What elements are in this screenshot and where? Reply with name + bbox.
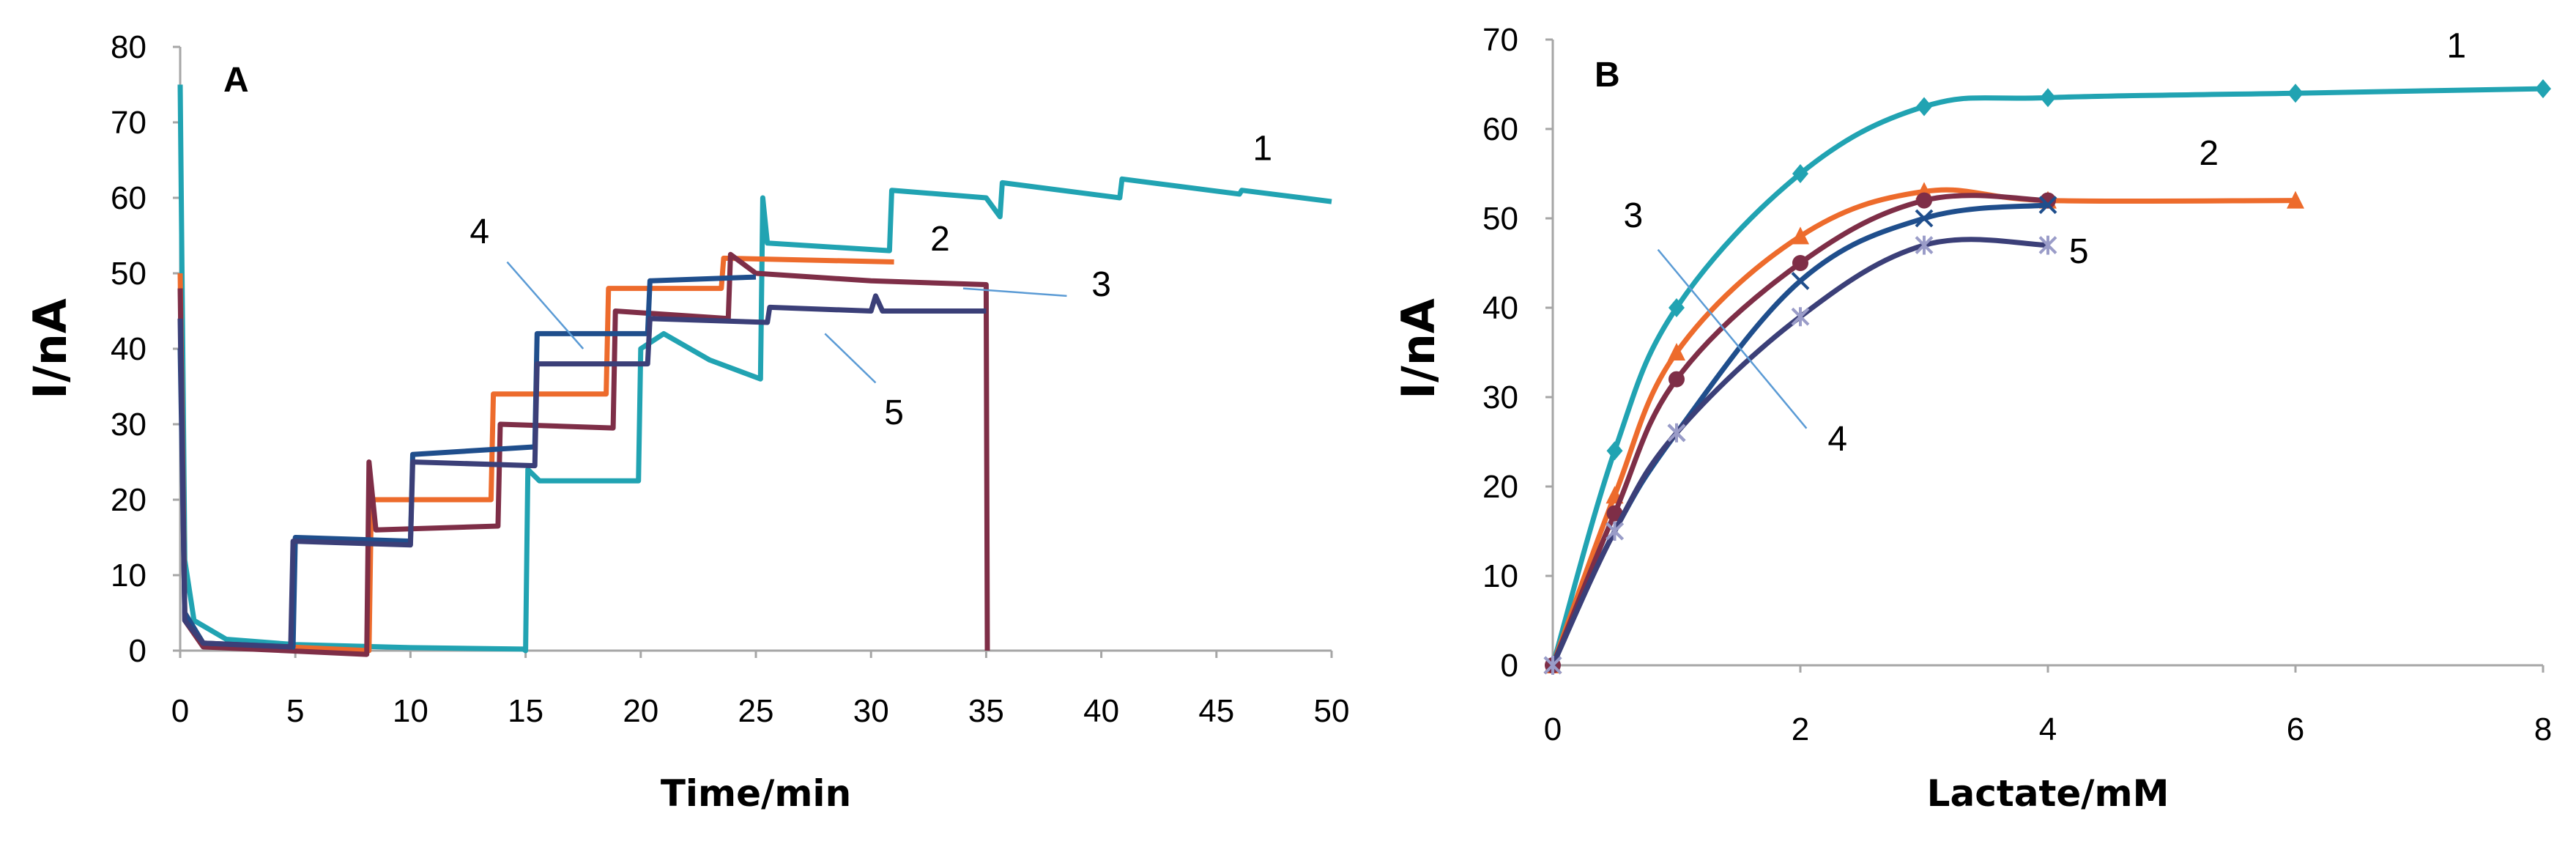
series-line-b-4 — [1550, 202, 2049, 667]
x-tick-label: 30 — [853, 693, 889, 729]
x-axis-title: Lactate/mM — [1927, 772, 2169, 815]
data-point-5 — [1791, 307, 1810, 327]
y-tick-label: 30 — [1482, 380, 1518, 415]
data-point-5 — [2038, 235, 2057, 255]
curve-label-3: 3 — [1623, 196, 1643, 235]
x-tick-label: 2 — [1792, 711, 1809, 747]
y-tick-label: 20 — [111, 482, 146, 518]
y-tick-label: 10 — [1482, 558, 1518, 594]
leader-line — [506, 261, 584, 349]
chart-panel-a — [173, 45, 1333, 658]
panel-label: B — [1595, 56, 1620, 95]
leader-line — [962, 287, 1067, 297]
y-tick-label: 50 — [1482, 201, 1518, 237]
data-point-1 — [1916, 97, 1932, 116]
series-line-a-3 — [177, 251, 990, 657]
curve-label-5: 5 — [884, 393, 904, 432]
data-point-4 — [1915, 209, 1934, 228]
curve-label-2: 2 — [930, 220, 950, 259]
data-point-1 — [2535, 79, 2551, 99]
x-tick-label: 45 — [1198, 693, 1234, 729]
data-point-2 — [1668, 343, 1685, 360]
x-tick-label: 25 — [738, 693, 774, 729]
data-point-5 — [1606, 522, 1624, 541]
x-tick-label: 8 — [2534, 711, 2552, 747]
curve-label-4: 4 — [469, 212, 489, 251]
y-tick-label: 30 — [111, 407, 146, 443]
data-point-1 — [1606, 441, 1623, 461]
data-point-2 — [2287, 191, 2304, 209]
y-tick-label: 60 — [1482, 111, 1518, 147]
chart-panel-b — [1543, 38, 2551, 675]
y-axis-title: I/nA — [23, 298, 77, 399]
x-tick-label: 50 — [1314, 693, 1350, 729]
x-tick-label: 40 — [1083, 693, 1119, 729]
series-line-b-5 — [1550, 237, 2049, 667]
y-tick-label: 0 — [129, 633, 146, 669]
x-tick-label: 5 — [286, 693, 304, 729]
x-tick-label: 0 — [171, 693, 189, 729]
x-tick-label: 35 — [968, 693, 1004, 729]
data-point-1 — [1669, 298, 1685, 317]
y-tick-label: 50 — [111, 256, 146, 292]
x-tick-label: 20 — [623, 693, 658, 729]
data-point-1 — [1792, 164, 1808, 183]
data-point-4 — [2038, 196, 2057, 215]
curve-label-4: 4 — [1827, 420, 1847, 459]
data-point-5 — [1667, 423, 1686, 443]
panel-label: A — [223, 61, 249, 100]
data-point-4 — [1791, 271, 1810, 290]
y-tick-label: 10 — [111, 558, 146, 593]
curve-label-1: 1 — [1252, 130, 1272, 169]
leader-line — [824, 333, 877, 384]
data-point-3 — [1792, 255, 1808, 271]
y-tick-label: 60 — [111, 180, 146, 216]
data-point-3 — [1606, 505, 1623, 522]
y-tick-label: 40 — [111, 331, 146, 367]
series-line-b-2 — [1550, 187, 2296, 667]
y-tick-label: 20 — [1482, 469, 1518, 505]
x-tick-label: 10 — [393, 693, 428, 729]
y-tick-label: 70 — [111, 105, 146, 141]
x-tick-label: 4 — [2039, 711, 2057, 747]
curve-label-5: 5 — [2069, 232, 2089, 271]
data-point-1 — [2287, 84, 2304, 103]
series-line-a-5 — [177, 293, 987, 650]
y-axis-title: I/nA — [1392, 298, 1445, 399]
y-tick-label: 80 — [111, 29, 146, 65]
x-axis-title: Time/min — [661, 772, 851, 815]
x-tick-label: 0 — [1544, 711, 1562, 747]
data-point-5 — [1543, 656, 1562, 675]
series-line-b-3 — [1550, 193, 2049, 667]
leader-line — [1657, 248, 1808, 429]
curve-label-3: 3 — [1091, 265, 1111, 304]
curve-label-2: 2 — [2199, 134, 2219, 173]
series-line-a-1 — [177, 84, 1332, 654]
data-point-5 — [1915, 235, 1934, 255]
series-line-b-1 — [1550, 86, 2544, 666]
y-tick-label: 70 — [1482, 22, 1518, 58]
x-tick-label: 6 — [2287, 711, 2304, 747]
data-point-3 — [1669, 371, 1685, 388]
y-tick-label: 40 — [1482, 290, 1518, 326]
data-point-2 — [1792, 226, 1809, 245]
curve-label-1: 1 — [2446, 26, 2466, 65]
x-tick-label: 15 — [508, 693, 543, 729]
y-tick-label: 0 — [1501, 648, 1518, 684]
data-point-3 — [1916, 192, 1932, 209]
data-point-1 — [2040, 88, 2056, 108]
